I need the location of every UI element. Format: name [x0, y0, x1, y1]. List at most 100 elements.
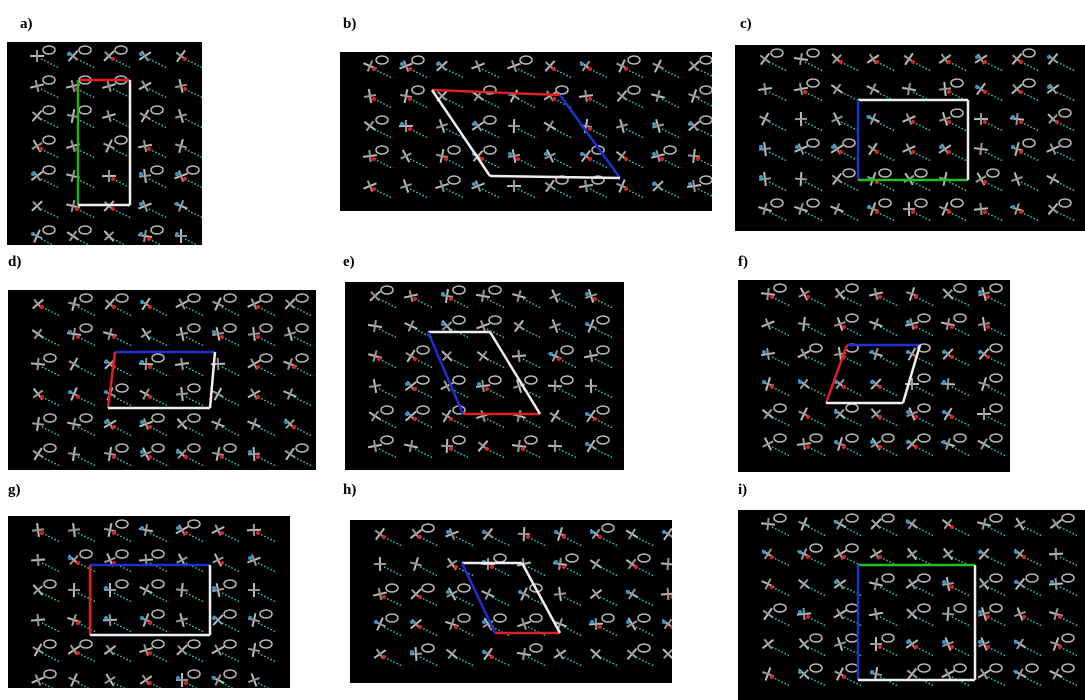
- ring: [911, 210, 915, 214]
- bond: [915, 326, 935, 337]
- ring: [140, 616, 144, 620]
- bond: [448, 528, 456, 540]
- bond: [149, 426, 169, 437]
- ring: [834, 580, 838, 584]
- ring: [114, 45, 128, 55]
- ring: [953, 663, 967, 673]
- ring: [947, 150, 951, 154]
- bond: [414, 358, 434, 369]
- ring: [295, 323, 309, 333]
- ring: [842, 675, 846, 679]
- ring: [78, 45, 92, 55]
- ring: [809, 433, 823, 443]
- ring: [870, 350, 874, 354]
- bond: [944, 668, 952, 680]
- bond: [407, 320, 415, 332]
- bond: [1059, 526, 1079, 537]
- ring: [588, 157, 592, 161]
- ring: [212, 676, 216, 680]
- ring: [183, 177, 187, 181]
- bond: [588, 349, 594, 363]
- ring: [411, 55, 425, 65]
- bond: [450, 448, 470, 459]
- bond: [876, 211, 896, 222]
- cell-edge: [460, 562, 497, 634]
- bond: [149, 652, 169, 663]
- ring: [488, 375, 502, 385]
- ring: [256, 395, 260, 399]
- ring: [175, 232, 179, 236]
- bond: [527, 566, 547, 577]
- crystal-image: [345, 282, 624, 470]
- bond: [553, 379, 557, 393]
- bond: [286, 388, 294, 400]
- bond: [1020, 211, 1040, 222]
- ring: [917, 373, 931, 383]
- bond: [112, 88, 132, 99]
- ring: [809, 543, 823, 553]
- bond: [799, 578, 809, 590]
- bond: [759, 54, 771, 64]
- bond: [951, 386, 971, 397]
- bond: [445, 68, 465, 79]
- ring: [79, 293, 93, 303]
- bond: [76, 88, 96, 99]
- bond: [1020, 181, 1040, 192]
- bond: [175, 331, 189, 337]
- bond: [987, 616, 1007, 627]
- bond: [599, 656, 619, 667]
- bond: [247, 452, 261, 456]
- ring: [983, 120, 987, 124]
- bond: [77, 336, 97, 347]
- ring: [950, 645, 954, 649]
- bond: [32, 646, 44, 654]
- bond: [486, 418, 506, 429]
- bond: [798, 82, 804, 96]
- ring: [580, 152, 584, 156]
- bond: [977, 322, 991, 326]
- bond: [527, 656, 547, 667]
- ring: [382, 535, 386, 539]
- bond: [661, 128, 681, 139]
- bond: [697, 98, 712, 107]
- ring: [596, 315, 610, 325]
- bond: [184, 58, 202, 69]
- ring: [488, 315, 502, 325]
- bond: [148, 148, 168, 159]
- bond: [184, 118, 202, 129]
- ring: [809, 343, 823, 353]
- bond: [584, 89, 588, 103]
- bond: [140, 450, 152, 458]
- ring: [795, 145, 799, 149]
- bond: [414, 418, 434, 429]
- bond: [758, 177, 772, 181]
- ring: [867, 115, 871, 119]
- ring: [989, 343, 1003, 353]
- bond: [113, 366, 133, 377]
- bond: [980, 438, 988, 450]
- bond: [293, 456, 313, 467]
- bond: [76, 148, 96, 159]
- bond: [41, 622, 61, 633]
- bond: [212, 300, 224, 308]
- ring: [400, 62, 404, 66]
- bond: [439, 179, 445, 193]
- ring: [408, 97, 412, 101]
- ring: [186, 165, 200, 175]
- bond: [113, 592, 133, 603]
- panel-label: d): [8, 254, 22, 270]
- ring: [596, 405, 610, 415]
- ring: [457, 613, 471, 623]
- bond: [106, 79, 112, 93]
- ring: [842, 168, 856, 178]
- bond: [481, 188, 501, 199]
- bond: [834, 321, 846, 327]
- bond: [76, 118, 96, 129]
- ring: [834, 440, 838, 444]
- ring: [652, 152, 656, 156]
- bond: [833, 203, 841, 215]
- bond: [370, 410, 380, 422]
- bond: [67, 528, 81, 532]
- bond: [435, 153, 449, 159]
- bond: [687, 93, 701, 99]
